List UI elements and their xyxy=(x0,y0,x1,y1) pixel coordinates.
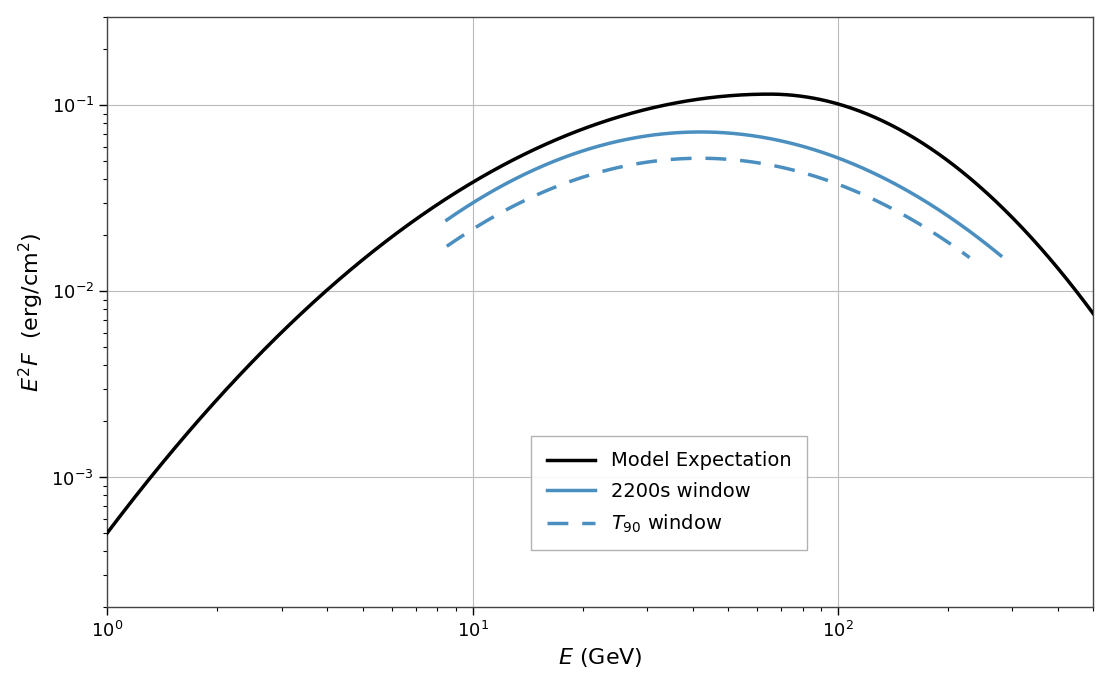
2200s window xyxy=(821,150,835,158)
Model Expectation xyxy=(535,142,548,150)
Model Expectation xyxy=(101,529,114,537)
Legend: Model Expectation, 2200s window, $T_{90}$ window: Model Expectation, 2200s window, $T_{90}… xyxy=(531,436,807,550)
Model Expectation xyxy=(763,90,776,98)
Line: Model Expectation: Model Expectation xyxy=(108,94,1093,533)
2200s window xyxy=(882,177,896,185)
2200s window xyxy=(497,181,511,189)
$T_{90}$ window xyxy=(494,209,507,217)
X-axis label: $E$ (GeV): $E$ (GeV) xyxy=(558,646,643,670)
$T_{90}$ window xyxy=(441,242,454,250)
Model Expectation xyxy=(888,123,901,131)
2200s window xyxy=(441,216,454,224)
Model Expectation xyxy=(870,115,884,123)
Line: $T_{90}$ window: $T_{90}$ window xyxy=(447,158,970,257)
$T_{90}$ window xyxy=(799,169,813,178)
2200s window xyxy=(872,172,886,180)
Line: 2200s window: 2200s window xyxy=(447,132,1001,256)
Model Expectation xyxy=(1087,309,1100,318)
Model Expectation xyxy=(201,405,214,414)
$T_{90}$ window xyxy=(848,187,861,195)
Y-axis label: $E^2F$  (erg/cm$^2$): $E^2F$ (erg/cm$^2$) xyxy=(17,233,46,392)
Model Expectation xyxy=(779,91,793,99)
2200s window xyxy=(665,129,678,137)
$T_{90}$ window xyxy=(858,191,871,199)
$T_{90}$ window xyxy=(652,156,665,165)
2200s window xyxy=(685,128,698,137)
$T_{90}$ window xyxy=(670,155,684,163)
Model Expectation xyxy=(500,160,513,168)
